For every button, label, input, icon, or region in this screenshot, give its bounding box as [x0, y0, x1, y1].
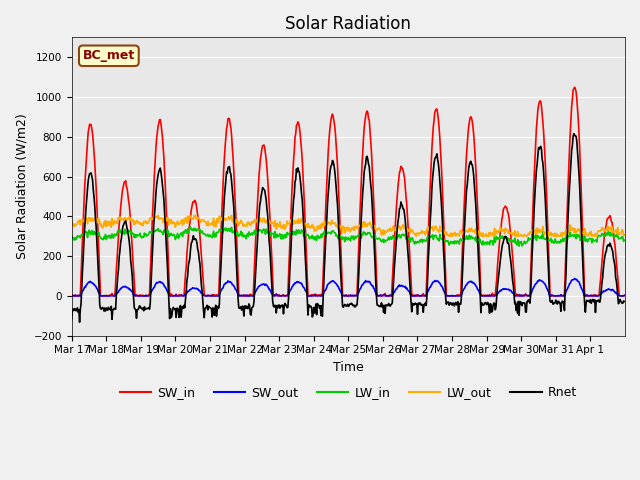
- Rnet: [406, 276, 413, 281]
- Rnet: [620, 299, 628, 304]
- LW_in: [187, 224, 195, 230]
- SW_out: [132, 293, 140, 299]
- SW_out: [436, 280, 444, 286]
- Rnet: [570, 131, 578, 136]
- LW_out: [437, 228, 445, 234]
- Rnet: [436, 187, 444, 193]
- LW_in: [620, 237, 628, 243]
- Rnet: [262, 197, 270, 203]
- SW_out: [282, 293, 290, 299]
- SW_in: [436, 147, 444, 153]
- Title: Solar Radiation: Solar Radiation: [285, 15, 412, 33]
- Line: SW_out: SW_out: [72, 278, 624, 296]
- Rnet: [133, 307, 141, 312]
- Rnet: [284, 305, 291, 311]
- SW_out: [620, 292, 628, 298]
- SW_in: [133, 293, 141, 299]
- Line: LW_out: LW_out: [72, 216, 624, 236]
- Rnet: [76, 319, 83, 325]
- Rnet: [235, 305, 243, 311]
- Rnet: [68, 316, 76, 322]
- SW_out: [68, 293, 76, 299]
- Line: Rnet: Rnet: [72, 133, 624, 322]
- SW_in: [406, 250, 413, 255]
- LW_in: [436, 235, 444, 241]
- Line: SW_in: SW_in: [72, 87, 624, 296]
- LW_in: [132, 232, 140, 238]
- Y-axis label: Solar Radiation (W/m2): Solar Radiation (W/m2): [15, 114, 28, 259]
- LW_out: [228, 213, 236, 218]
- SW_in: [69, 293, 77, 299]
- SW_in: [235, 293, 243, 299]
- SW_in: [284, 292, 291, 298]
- LW_in: [235, 232, 243, 238]
- SW_in: [262, 156, 270, 162]
- LW_out: [68, 218, 76, 224]
- LW_in: [515, 243, 523, 249]
- LW_out: [406, 225, 413, 231]
- SW_in: [68, 292, 76, 298]
- LW_in: [68, 233, 76, 239]
- LW_in: [284, 229, 291, 235]
- Line: LW_in: LW_in: [72, 227, 624, 246]
- LW_out: [235, 220, 243, 226]
- X-axis label: Time: Time: [333, 361, 364, 374]
- LW_out: [262, 217, 270, 223]
- SW_out: [405, 288, 413, 294]
- LW_out: [132, 219, 140, 225]
- LW_out: [284, 218, 291, 224]
- LW_out: [620, 232, 628, 238]
- Legend: SW_in, SW_out, LW_in, LW_out, Rnet: SW_in, SW_out, LW_in, LW_out, Rnet: [115, 381, 582, 404]
- SW_out: [262, 281, 269, 287]
- SW_out: [571, 276, 579, 281]
- SW_out: [234, 291, 242, 297]
- SW_in: [620, 293, 628, 299]
- Text: BC_met: BC_met: [83, 49, 135, 62]
- LW_in: [406, 234, 413, 240]
- LW_in: [262, 226, 270, 232]
- SW_in: [571, 84, 579, 90]
- LW_out: [412, 233, 420, 239]
